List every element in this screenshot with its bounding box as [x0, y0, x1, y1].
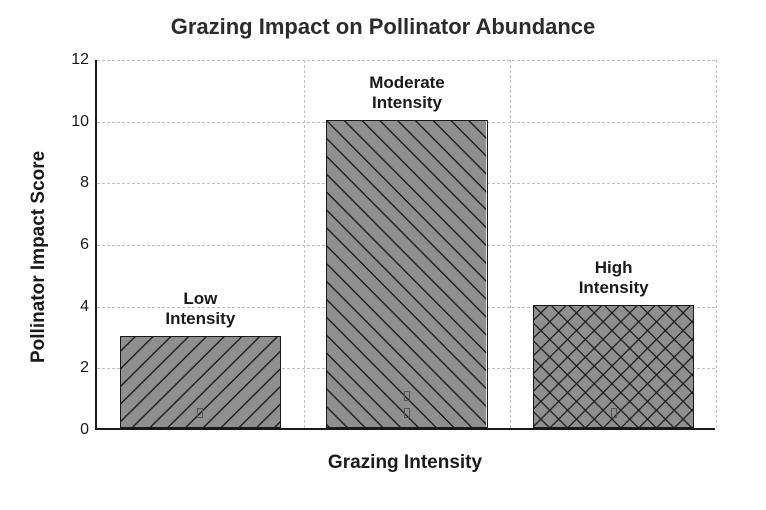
gridline-h	[97, 60, 715, 61]
bar	[326, 120, 487, 428]
marker	[611, 408, 617, 418]
ytick-label: 10	[65, 113, 89, 131]
ytick-label: 2	[65, 359, 89, 377]
bar-label: Low Intensity	[97, 289, 304, 330]
marker	[404, 391, 410, 401]
marker	[197, 408, 203, 418]
ytick-label: 8	[65, 174, 89, 192]
marker	[404, 408, 410, 418]
y-axis-label: Pollinator Impact Score	[28, 151, 50, 363]
bar-label: Moderate Intensity	[304, 73, 511, 114]
ytick-label: 0	[65, 421, 89, 439]
ytick-label: 4	[65, 298, 89, 316]
gridline-v	[510, 60, 511, 428]
x-axis-label: Grazing Intensity	[95, 452, 715, 474]
gridline-v	[716, 60, 717, 428]
plot-area: Low Intensity Moderate Intensity High In…	[95, 60, 715, 430]
chart-title: Grazing Impact on Pollinator Abundance	[0, 14, 766, 40]
chart-container: Grazing Impact on Pollinator Abundance L…	[0, 0, 766, 510]
gridline-v	[304, 60, 305, 428]
ytick-label: 6	[65, 236, 89, 254]
ytick-label: 12	[65, 51, 89, 69]
bar-label: High Intensity	[510, 258, 717, 299]
